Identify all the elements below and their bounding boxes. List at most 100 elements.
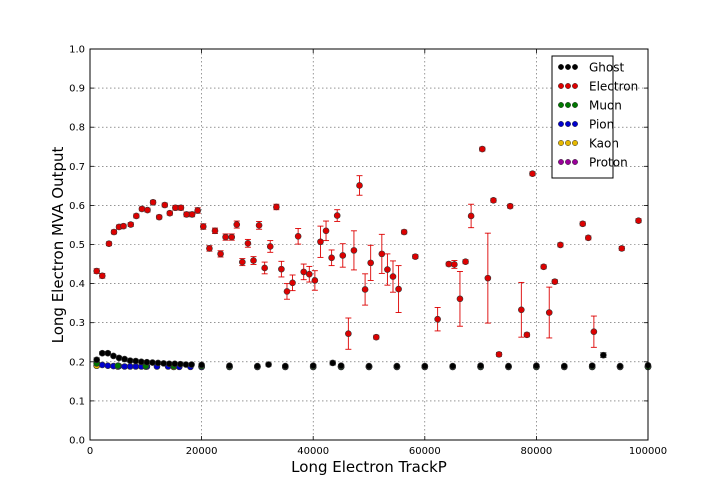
y-tick-label: 0.6 bbox=[69, 201, 85, 212]
ghost-point bbox=[393, 362, 401, 370]
series-electron bbox=[93, 145, 642, 358]
y-tick-label: 0.4 bbox=[69, 279, 85, 290]
electron-point bbox=[490, 197, 497, 204]
ghost-point bbox=[449, 362, 457, 370]
legend-box bbox=[551, 55, 614, 179]
pion-point bbox=[132, 363, 140, 370]
electron-point bbox=[177, 204, 185, 212]
electron-point bbox=[289, 279, 296, 287]
legend-item-ghost: Ghost bbox=[558, 61, 624, 75]
electron-point bbox=[172, 204, 179, 212]
legend-marker bbox=[572, 102, 578, 108]
electron-point bbox=[456, 295, 464, 303]
electron-point bbox=[133, 212, 140, 220]
y-tick-label: 0.0 bbox=[69, 436, 85, 447]
series-ghost bbox=[93, 349, 652, 370]
electron-point bbox=[273, 203, 280, 211]
electron-point bbox=[166, 209, 174, 217]
ghost-point bbox=[121, 355, 128, 363]
ghost-point bbox=[309, 362, 317, 370]
ghost-point bbox=[154, 359, 162, 367]
y-tick-label: 0.9 bbox=[69, 84, 85, 95]
electron-point bbox=[98, 272, 106, 280]
electron-point bbox=[155, 213, 163, 221]
ghost-point bbox=[226, 362, 233, 370]
electron-point bbox=[261, 264, 268, 272]
legend-marker bbox=[558, 140, 564, 146]
legend-label: Kaon bbox=[589, 137, 619, 151]
y-tick-label: 1.0 bbox=[69, 45, 85, 56]
legend-item-muon: Muon bbox=[558, 99, 622, 113]
electron-point bbox=[311, 277, 319, 284]
electron-point bbox=[194, 207, 201, 214]
ghost-point bbox=[533, 362, 540, 370]
ghost-point bbox=[337, 362, 345, 370]
electron-point bbox=[278, 265, 285, 273]
x-tick-label: 80000 bbox=[520, 446, 552, 457]
ghost-point bbox=[143, 358, 151, 366]
x-tick-label: 0 bbox=[87, 446, 93, 457]
electron-point bbox=[120, 222, 127, 230]
ghost-point bbox=[600, 351, 607, 359]
legend-label: Muon bbox=[589, 99, 622, 113]
electron-point bbox=[300, 268, 308, 276]
legend-marker bbox=[572, 140, 578, 146]
legend-marker bbox=[565, 121, 571, 127]
electron-point bbox=[467, 212, 475, 220]
electron-point bbox=[518, 306, 525, 314]
ghost-point bbox=[421, 362, 429, 370]
ghost-point bbox=[104, 349, 112, 357]
electron-point bbox=[378, 250, 386, 258]
electron-point bbox=[445, 260, 453, 268]
legend-marker bbox=[572, 83, 578, 89]
x-axis-label: Long Electron TrackP bbox=[291, 458, 447, 476]
electron-point bbox=[199, 223, 207, 230]
y-tick-label: 0.5 bbox=[69, 240, 85, 251]
ghost-point bbox=[93, 356, 100, 364]
legend-marker bbox=[572, 121, 578, 127]
legend-marker bbox=[558, 121, 564, 127]
electron-point bbox=[339, 252, 347, 259]
ghost-point bbox=[616, 362, 624, 370]
legend-marker bbox=[558, 64, 564, 70]
electron-point bbox=[255, 222, 263, 229]
electron-point bbox=[350, 247, 358, 254]
ghost-point bbox=[365, 362, 373, 370]
electron-point bbox=[161, 201, 169, 209]
legend-label: Proton bbox=[589, 156, 628, 170]
electron-point bbox=[361, 286, 369, 293]
electron-point bbox=[400, 228, 408, 236]
electron-point bbox=[618, 245, 626, 252]
y-tick-label: 0.2 bbox=[69, 357, 85, 368]
legend-item-proton: Proton bbox=[558, 156, 628, 170]
ghost-point bbox=[265, 361, 272, 368]
electron-point bbox=[356, 182, 363, 189]
ghost-point bbox=[132, 357, 140, 365]
ghost-point bbox=[281, 362, 289, 370]
electron-point bbox=[495, 351, 503, 358]
pion-point bbox=[98, 361, 106, 369]
ghost-point bbox=[505, 362, 512, 370]
electron-point bbox=[412, 253, 419, 260]
electron-point bbox=[138, 205, 146, 213]
electron-point bbox=[584, 234, 592, 242]
electron-point bbox=[557, 241, 564, 249]
pion-point bbox=[104, 362, 112, 370]
legend: Ghost Electron Muon Pion Kaon Proton bbox=[551, 55, 638, 179]
electron-point bbox=[451, 261, 458, 268]
electron-point bbox=[105, 240, 113, 248]
ghost-point bbox=[165, 360, 173, 368]
electron-point bbox=[322, 227, 330, 235]
pion-point bbox=[126, 363, 134, 370]
ghost-point bbox=[149, 359, 156, 366]
electron-point bbox=[395, 285, 402, 293]
electron-point bbox=[372, 333, 380, 341]
legend-marker bbox=[572, 159, 578, 165]
ghost-point bbox=[182, 361, 190, 368]
electron-point bbox=[635, 217, 642, 224]
electron-point bbox=[294, 232, 302, 240]
electron-point bbox=[244, 240, 252, 247]
electron-point bbox=[434, 315, 441, 323]
data-marks bbox=[93, 145, 652, 371]
legend-marker bbox=[558, 83, 564, 89]
